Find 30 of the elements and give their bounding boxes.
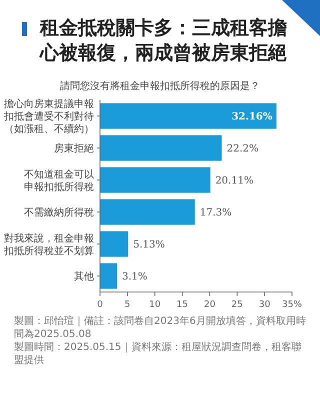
data-label: 3.1%: [122, 272, 148, 282]
data-label: 5.13%: [133, 240, 165, 250]
data-label: 17.3%: [200, 208, 232, 218]
data-label: 22.2%: [226, 144, 259, 154]
bar: [100, 263, 118, 289]
y-tick-label: 不需繳納所得稅: [24, 206, 94, 218]
x-tick-label: 35%: [282, 300, 302, 310]
text: 製圖時間：2025.05.15｜資料來源：租屋狀況調查問卷，租客聯盟提供: [14, 341, 302, 366]
x-tick-label: 5: [124, 300, 130, 310]
y-tick-label: 不知道租金可以申報扣抵所得稅: [24, 168, 94, 193]
data-label: 20.11%: [215, 176, 254, 186]
x-tick-label: 25: [231, 300, 243, 310]
bar: [100, 103, 276, 129]
y-tick-label: 擔心向房東提議申報扣抵會遭受不利對待（如漲租、不續約）: [3, 98, 94, 135]
text: 製圖：邱怡瑄｜備註：該問卷自2023年6月開放填答，資料取用時間為2025.05.08: [14, 315, 306, 340]
chart-subtitle: 請問您沒有將租金申報扣抵所得稅的原因是？: [60, 80, 260, 92]
x-tick-label: 30: [258, 300, 271, 310]
x-tick-label: 20: [204, 300, 216, 310]
bar: [100, 199, 195, 225]
chart-title: 租金抵稅關卡多：三成租客擔心被報復，兩成曾被房東拒絕: [39, 17, 287, 64]
x-tick-label: 0: [97, 300, 104, 310]
y-tick-label: 房東拒絕: [54, 142, 94, 154]
y-tick-label: 對我來說，租金申報扣抵所得稅並不划算: [3, 232, 94, 257]
bar: [100, 231, 128, 257]
bar: [100, 135, 222, 161]
bar: [100, 167, 210, 193]
data-label: 32.16%: [232, 112, 273, 122]
y-tick-label: 其他: [74, 270, 94, 282]
x-tick-label: 15: [176, 300, 188, 310]
x-tick-label: 10: [149, 300, 161, 310]
